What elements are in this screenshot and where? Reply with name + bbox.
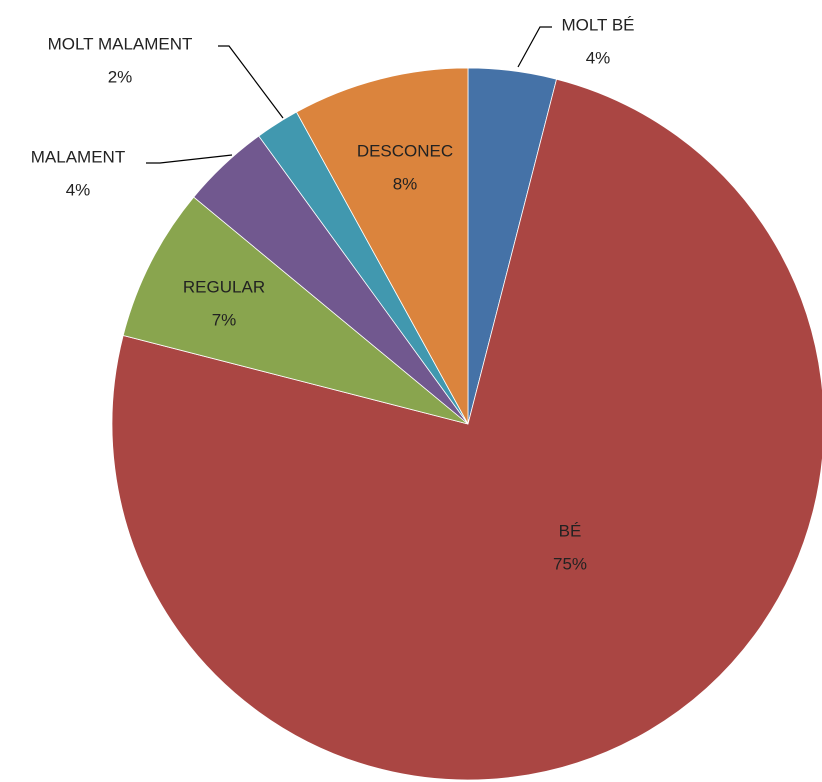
slice-label: MOLT MALAMENT bbox=[48, 34, 193, 53]
leader-line bbox=[517, 26, 552, 68]
value-label: 4% bbox=[586, 48, 611, 67]
value-label: 4% bbox=[66, 180, 91, 199]
value-label: 75% bbox=[553, 554, 587, 573]
value-label: 7% bbox=[212, 310, 237, 329]
leader-line bbox=[218, 45, 284, 119]
pie-slice bbox=[111, 78, 822, 781]
value-label: 2% bbox=[108, 67, 133, 86]
pie-slice bbox=[122, 196, 469, 425]
slice-label: BÉ bbox=[559, 521, 582, 540]
pie-slice bbox=[295, 67, 469, 425]
leader-line bbox=[146, 154, 233, 164]
slice-label: DESCONEC bbox=[357, 141, 453, 160]
slice-label: MALAMENT bbox=[31, 147, 125, 166]
value-label: 8% bbox=[393, 174, 418, 193]
slice-label: REGULAR bbox=[183, 277, 265, 296]
slice-label: MOLT BÉ bbox=[561, 15, 634, 34]
